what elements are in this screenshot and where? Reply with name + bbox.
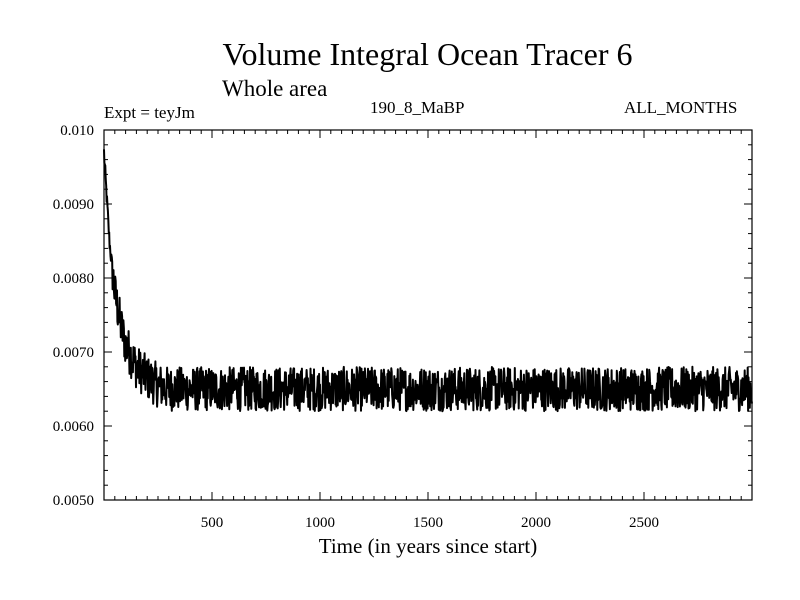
- series-line: [103, 149, 753, 413]
- y-tick-label: 0.0090: [53, 197, 94, 213]
- y-tick-label: 0.0080: [53, 271, 94, 287]
- x-tick-label: 500: [201, 515, 224, 531]
- y-tick-label: 0.0070: [53, 345, 94, 361]
- chart-subtitle: Whole area: [222, 76, 328, 101]
- plot-frame: [103, 129, 753, 501]
- y-tick-label: 0.0050: [53, 493, 94, 509]
- axis-ticks: [104, 130, 752, 500]
- x-axis-label: Time (in years since start): [318, 534, 538, 558]
- x-tick-label: 1500: [413, 515, 443, 531]
- chart-title: Volume Integral Ocean Tracer 6: [222, 36, 633, 72]
- x-tick-label: 2000: [521, 515, 551, 531]
- y-tick-label: 0.010: [60, 123, 94, 139]
- x-tick-label: 1000: [305, 515, 335, 531]
- y-tick-label: 0.0060: [53, 419, 94, 435]
- period-label: 190_8_MaBP: [370, 98, 465, 117]
- experiment-label: Expt = teyJm: [104, 103, 195, 122]
- tick-labels: 500 1000 1500 2000 2500 0.0050 0.0060 0.0070 0.0…: [53, 123, 659, 531]
- x-tick-label: 2500: [629, 515, 659, 531]
- months-label: ALL_MONTHS: [624, 98, 738, 117]
